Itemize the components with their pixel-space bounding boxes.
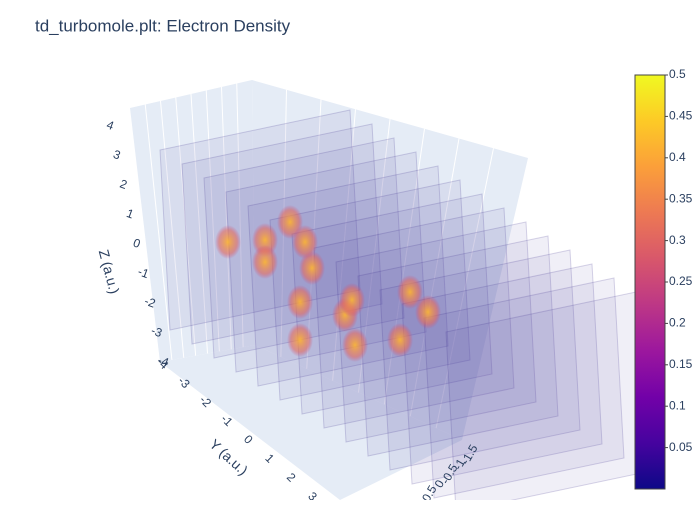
iso-sheet bbox=[313, 207, 515, 429]
pane-grid bbox=[175, 97, 197, 356]
colorbar-tick-label: 0.25 bbox=[669, 274, 693, 288]
yticks-label: 0 bbox=[241, 432, 256, 447]
colorbar-tick-label: 0.35 bbox=[669, 191, 693, 205]
volume-decoration bbox=[144, 83, 647, 505]
pane-grid bbox=[205, 90, 220, 352]
zticks-label: -4 bbox=[156, 353, 171, 370]
scene bbox=[130, 80, 647, 505]
zticks-label: 2 bbox=[118, 177, 129, 193]
density-blob bbox=[292, 225, 318, 259]
z-axis-title: Z (a.u.) bbox=[96, 248, 123, 296]
colorbar-tick-label: 0.05 bbox=[669, 440, 693, 454]
density-blob bbox=[339, 283, 365, 317]
density-blob bbox=[215, 225, 241, 259]
density-blob bbox=[342, 328, 368, 362]
iso-sheet bbox=[225, 151, 427, 373]
pane-grid bbox=[332, 109, 356, 381]
density-blob bbox=[387, 323, 413, 357]
density-blob bbox=[287, 323, 313, 357]
density-blob bbox=[299, 251, 325, 285]
yticks-label: 1 bbox=[262, 451, 277, 466]
zticks-label: -1 bbox=[136, 264, 151, 281]
pane-grid bbox=[236, 83, 244, 348]
colorbar-tick-label: 0.5 bbox=[669, 67, 686, 81]
iso-sheet bbox=[335, 221, 537, 443]
chart-title: td_turbomole.plt: Electron Density bbox=[35, 16, 291, 35]
iso-sheet bbox=[423, 277, 625, 499]
density-blob bbox=[397, 275, 423, 309]
pane-grid bbox=[409, 138, 460, 417]
iso-sheet bbox=[401, 263, 603, 485]
iso-sheet bbox=[269, 179, 471, 401]
pane-grid bbox=[190, 93, 208, 354]
density-blob bbox=[287, 285, 313, 319]
back-pane bbox=[252, 80, 528, 440]
zticks-label: 3 bbox=[111, 147, 122, 163]
zticks-label: 0 bbox=[131, 236, 142, 252]
yticks-label: 2 bbox=[284, 470, 299, 485]
colorbar-tick-label: 0.45 bbox=[669, 109, 693, 123]
colorbar-tick-label: 0.1 bbox=[669, 398, 686, 412]
pane-grid bbox=[383, 128, 425, 405]
colorbar-tick-label: 0.3 bbox=[669, 233, 686, 247]
colorbar bbox=[634, 74, 666, 490]
pane-grid bbox=[221, 86, 232, 350]
zticks-label: -2 bbox=[143, 294, 158, 311]
colorbar-tick-label: 0.4 bbox=[669, 150, 686, 164]
zticks-label: 4 bbox=[105, 118, 116, 134]
colorbar-tick-label: 0.15 bbox=[669, 357, 693, 371]
density-blob bbox=[415, 295, 441, 329]
zticks-label: 1 bbox=[125, 206, 136, 222]
zticks-label: -3 bbox=[149, 323, 164, 340]
floor-pane bbox=[160, 345, 462, 500]
pane-grid bbox=[144, 104, 173, 360]
colorbar-tick-label: 0.2 bbox=[669, 316, 686, 330]
pane-grid bbox=[160, 100, 185, 358]
density-blob bbox=[252, 245, 278, 279]
pane-grid bbox=[435, 148, 494, 429]
yticks-label: 3 bbox=[305, 489, 320, 500]
